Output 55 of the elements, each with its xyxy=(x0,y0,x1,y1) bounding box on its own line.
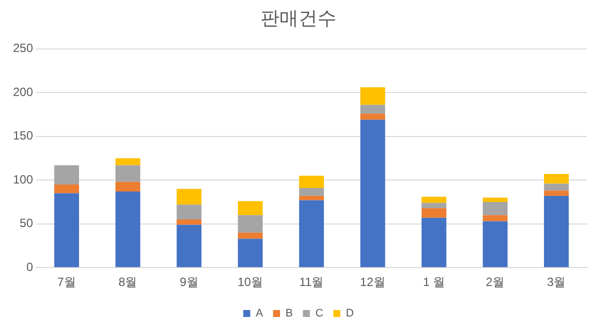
x-tick-label: 12월 xyxy=(360,275,386,290)
y-tick-label: 150 xyxy=(12,128,34,143)
bar xyxy=(482,221,508,268)
y-tick-label: 0 xyxy=(26,260,34,274)
bar xyxy=(299,176,324,188)
x-tick-label: 7월 xyxy=(57,275,76,290)
legend-label: C xyxy=(315,308,324,320)
bar xyxy=(422,196,446,203)
bar xyxy=(544,184,569,191)
x-tick-label: 1 월 xyxy=(422,275,445,290)
bar xyxy=(54,165,80,184)
bar xyxy=(360,104,386,114)
legend-label: B xyxy=(286,308,293,320)
y-tick-label: 250 xyxy=(12,41,34,56)
bar xyxy=(238,215,263,233)
bar xyxy=(238,238,263,268)
bar xyxy=(115,165,140,182)
y-tick-label: 100 xyxy=(12,172,34,186)
bar xyxy=(482,202,508,216)
bar xyxy=(238,201,263,216)
legend-label: D xyxy=(346,308,354,320)
x-tick-label: 8월 xyxy=(118,275,138,290)
bar xyxy=(299,188,324,196)
bar xyxy=(176,204,202,220)
bar xyxy=(176,219,202,225)
bar xyxy=(422,208,446,218)
bar xyxy=(360,120,386,268)
bar xyxy=(544,196,569,268)
y-tick-label: 200 xyxy=(12,84,34,99)
chart-title: 판매건수 xyxy=(260,7,336,30)
y-tick-label: 50 xyxy=(20,216,34,230)
bar xyxy=(360,114,386,120)
bar xyxy=(482,215,508,222)
bar xyxy=(299,196,324,200)
x-tick-label: 11월 xyxy=(299,275,324,290)
x-tick-label: 3월 xyxy=(547,275,566,290)
x-tick-label: 2월 xyxy=(486,275,505,290)
bar xyxy=(176,188,202,205)
bar xyxy=(544,190,569,196)
bar xyxy=(360,87,386,105)
bar xyxy=(54,184,80,194)
bar xyxy=(299,200,324,268)
bar xyxy=(422,202,446,208)
bar xyxy=(115,191,140,268)
x-tick-label: 9월 xyxy=(180,275,198,290)
legend-label: A xyxy=(256,308,264,320)
bar xyxy=(482,198,508,202)
bar xyxy=(544,174,569,184)
bar xyxy=(54,193,80,268)
bar xyxy=(422,218,446,268)
bar xyxy=(176,224,202,268)
x-tick-label: 10월 xyxy=(238,275,263,290)
bar xyxy=(115,158,140,166)
bar xyxy=(238,232,263,239)
bar xyxy=(115,182,140,192)
